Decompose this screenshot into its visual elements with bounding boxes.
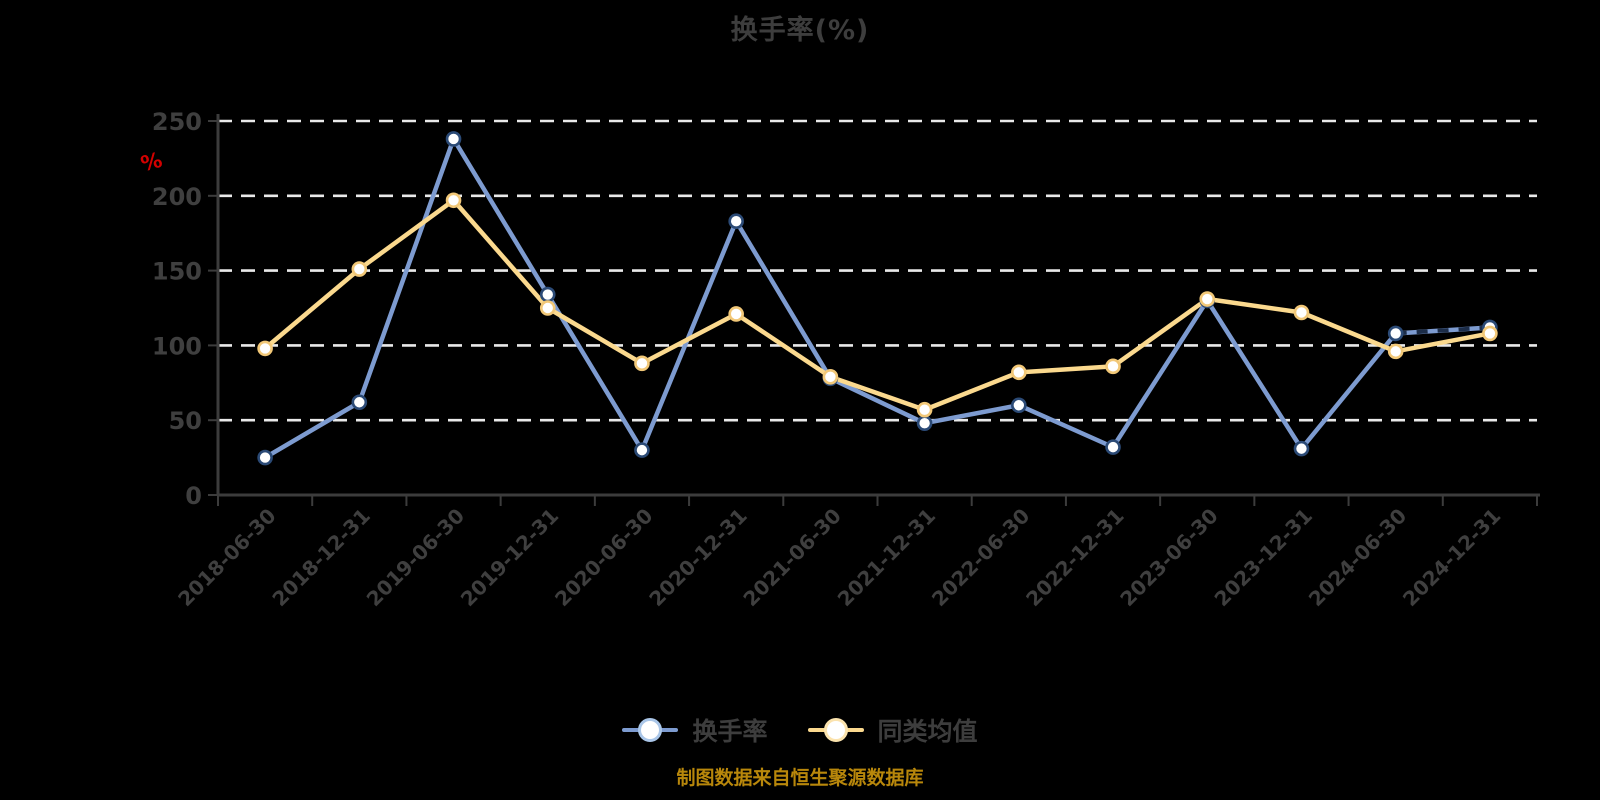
chart-title: 换手率(%) — [730, 15, 870, 46]
x-label-2019-06-30: 2019-06-30 — [362, 504, 469, 611]
data-point-s1-1 — [351, 261, 368, 277]
data-source-note: 制图数据来自恒生聚源数据库 — [676, 767, 924, 789]
data-point-s1-3 — [539, 300, 556, 316]
data-point-s1-6 — [822, 369, 839, 385]
x-label-2021-12-31: 2021-12-31 — [833, 504, 940, 611]
average-legend-dot — [823, 718, 848, 742]
turnover-dashed-overlay — [1395, 325, 1491, 336]
data-point-s1-13 — [1482, 325, 1498, 342]
y-tick-label-200: 200 — [152, 183, 202, 211]
x-label-2019-12-31: 2019-12-31 — [456, 504, 563, 611]
data-point-s0-9 — [1105, 439, 1121, 455]
average-legend-marker-icon — [807, 717, 864, 743]
y-tick-label-100: 100 — [152, 332, 202, 360]
data-point-s1-7 — [916, 401, 933, 418]
y-tick-label-50: 50 — [169, 407, 202, 435]
data-point-s0-11 — [1293, 440, 1310, 457]
x-label-2022-12-31: 2022-12-31 — [1021, 504, 1128, 611]
data-point-s1-0 — [257, 340, 273, 357]
x-label-2022-06-30: 2022-06-30 — [927, 504, 1034, 611]
data-point-s0-7 — [916, 415, 933, 431]
legend-item-turnover[interactable]: 换手率 — [622, 712, 768, 748]
x-label-2024-06-30: 2024-06-30 — [1304, 504, 1411, 611]
data-point-s0-12 — [1387, 325, 1404, 342]
x-label-2020-12-31: 2020-12-31 — [644, 504, 751, 611]
series-line-1 — [262, 198, 1493, 412]
average-legend-label: 同类均值 — [877, 717, 978, 746]
legend-item-category-average[interactable]: 同类均值 — [807, 712, 978, 748]
chart-legend: 换手率 同类均值 — [0, 712, 1600, 748]
x-label-2023-12-31: 2023-12-31 — [1210, 504, 1317, 611]
y-tick-label-0: 0 — [185, 482, 202, 510]
x-label-2024-12-31: 2024-12-31 — [1398, 504, 1505, 611]
data-point-s1-11 — [1293, 304, 1310, 321]
x-label-2018-12-31: 2018-12-31 — [267, 504, 374, 611]
data-point-s0-0 — [257, 449, 273, 466]
data-point-s0-4 — [634, 442, 650, 458]
y-tick-label-150: 150 — [152, 258, 202, 286]
x-label-2023-06-30: 2023-06-30 — [1115, 504, 1222, 611]
data-point-s1-10 — [1199, 291, 1216, 307]
data-point-s1-8 — [1011, 364, 1027, 381]
data-point-s0-3 — [539, 286, 556, 303]
turnover-legend-label: 换手率 — [692, 717, 768, 746]
x-label-2020-06-30: 2020-06-30 — [550, 504, 657, 611]
x-label-2018-06-30: 2018-06-30 — [173, 504, 280, 611]
data-point-s0-8 — [1011, 397, 1027, 414]
x-label-2021-06-30: 2021-06-30 — [738, 504, 845, 611]
data-point-s1-4 — [634, 355, 650, 372]
data-point-s1-5 — [728, 306, 744, 322]
turnover-legend-marker-icon — [622, 717, 679, 743]
data-point-s1-2 — [445, 192, 462, 209]
data-point-s0-5 — [728, 213, 744, 230]
y-tick-label-250: 250 — [152, 108, 202, 136]
data-point-s0-1 — [351, 394, 368, 411]
turnover-legend-dot — [638, 718, 663, 742]
data-point-s1-12 — [1387, 343, 1404, 360]
data-point-s1-9 — [1105, 358, 1121, 375]
data-point-s0-2 — [445, 131, 462, 147]
series-line-0 — [262, 136, 1493, 460]
